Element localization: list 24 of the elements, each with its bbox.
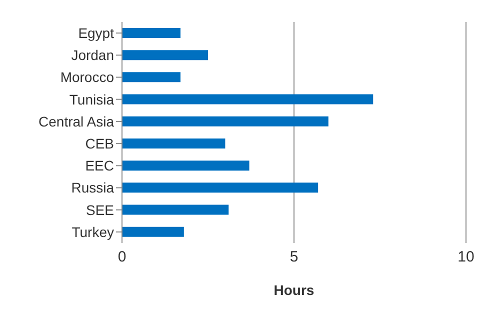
bar xyxy=(122,28,180,38)
bar xyxy=(122,94,374,104)
y-tick-label: CEB xyxy=(85,136,114,152)
y-tick-label: Tunisia xyxy=(69,91,114,108)
y-tick-label: Jordan xyxy=(71,47,114,64)
bar xyxy=(122,226,184,237)
x-tick-label: 0 xyxy=(118,248,126,266)
bar xyxy=(122,50,208,60)
y-tick-label: SEE xyxy=(86,202,114,218)
bar xyxy=(122,72,180,82)
bar xyxy=(122,204,229,215)
y-tick-label: Turkey xyxy=(72,224,114,240)
y-tick-label: Egypt xyxy=(78,25,114,42)
x-tick-label: 5 xyxy=(290,248,298,266)
y-tick-label: Morocco xyxy=(60,69,114,86)
y-tick-label: Central Asia xyxy=(38,113,114,130)
bar xyxy=(122,116,328,126)
y-tick-label: EEC xyxy=(85,158,114,174)
bar xyxy=(122,160,250,171)
x-tick-label: 10 xyxy=(458,248,474,266)
bar xyxy=(122,182,318,193)
bar xyxy=(122,138,226,148)
x-axis-title: Hours xyxy=(274,282,314,298)
y-tick-label: Russia xyxy=(71,180,114,196)
